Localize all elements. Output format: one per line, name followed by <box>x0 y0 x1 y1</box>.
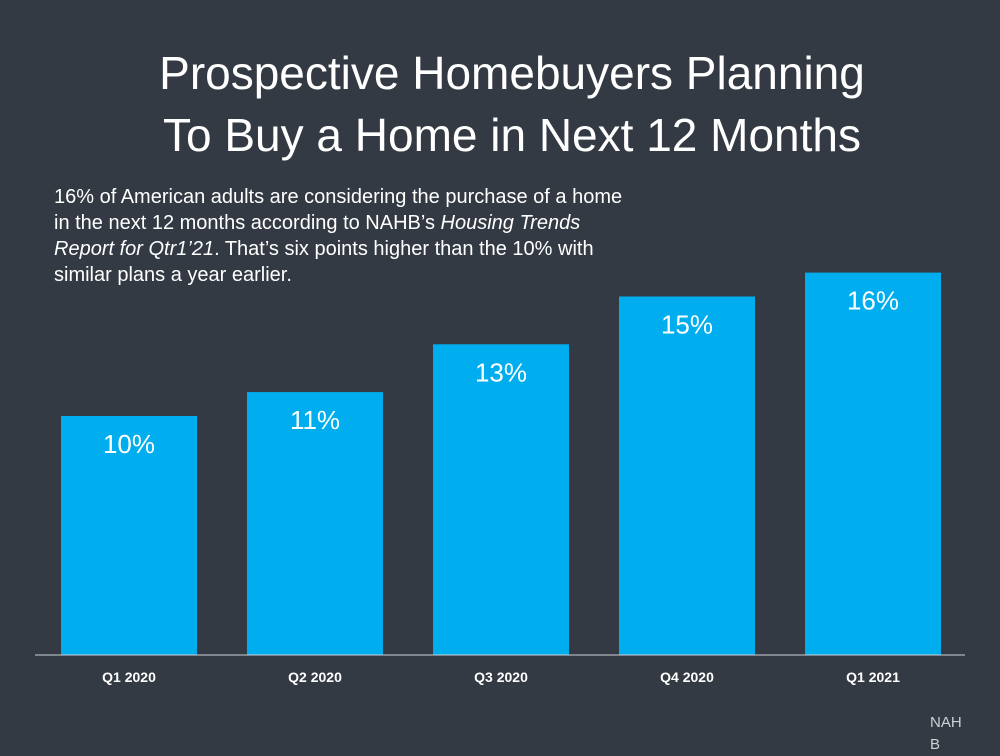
bar-q4-2020 <box>619 296 755 655</box>
x-tick-label: Q3 2020 <box>474 669 528 685</box>
description-text-1: 16% of American adults are considering t… <box>54 186 623 234</box>
data-label: 10% <box>103 429 155 459</box>
chart-title-line-2: To Buy a Home in Next 12 Months <box>163 109 861 161</box>
x-tick-label: Q4 2020 <box>660 669 714 685</box>
description-report-name: Housing Trends Report for Qtr1’21 <box>54 212 581 260</box>
source-note: NAHB <box>930 714 962 753</box>
chart-title: Prospective Homebuyers Planning To Buy a… <box>0 42 1000 166</box>
bar-q1-2020 <box>61 416 197 655</box>
chart-title-line-1: Prospective Homebuyers Planning <box>159 47 865 99</box>
bar-q2-2020 <box>247 392 383 655</box>
data-label: 15% <box>661 310 713 340</box>
data-label: 16% <box>847 286 899 316</box>
bar-group: 10% 11% 13% 15% 16% <box>61 272 941 655</box>
x-tick-label: Q2 2020 <box>288 669 342 685</box>
x-tick-label: Q1 2020 <box>102 669 156 685</box>
chart-description: 16% of American adults are considering t… <box>54 184 634 288</box>
x-tick-label: Q1 2021 <box>846 669 900 685</box>
x-axis-tick-labels: Q1 2020 Q2 2020 Q3 2020 Q4 2020 Q1 2021 <box>102 669 900 685</box>
data-label: 11% <box>290 405 340 435</box>
bar-q3-2020 <box>433 344 569 655</box>
description-text-2: . That’s six points higher than the 10% … <box>54 238 594 286</box>
data-label: 13% <box>475 357 527 387</box>
bar-q1-2021 <box>805 272 941 655</box>
